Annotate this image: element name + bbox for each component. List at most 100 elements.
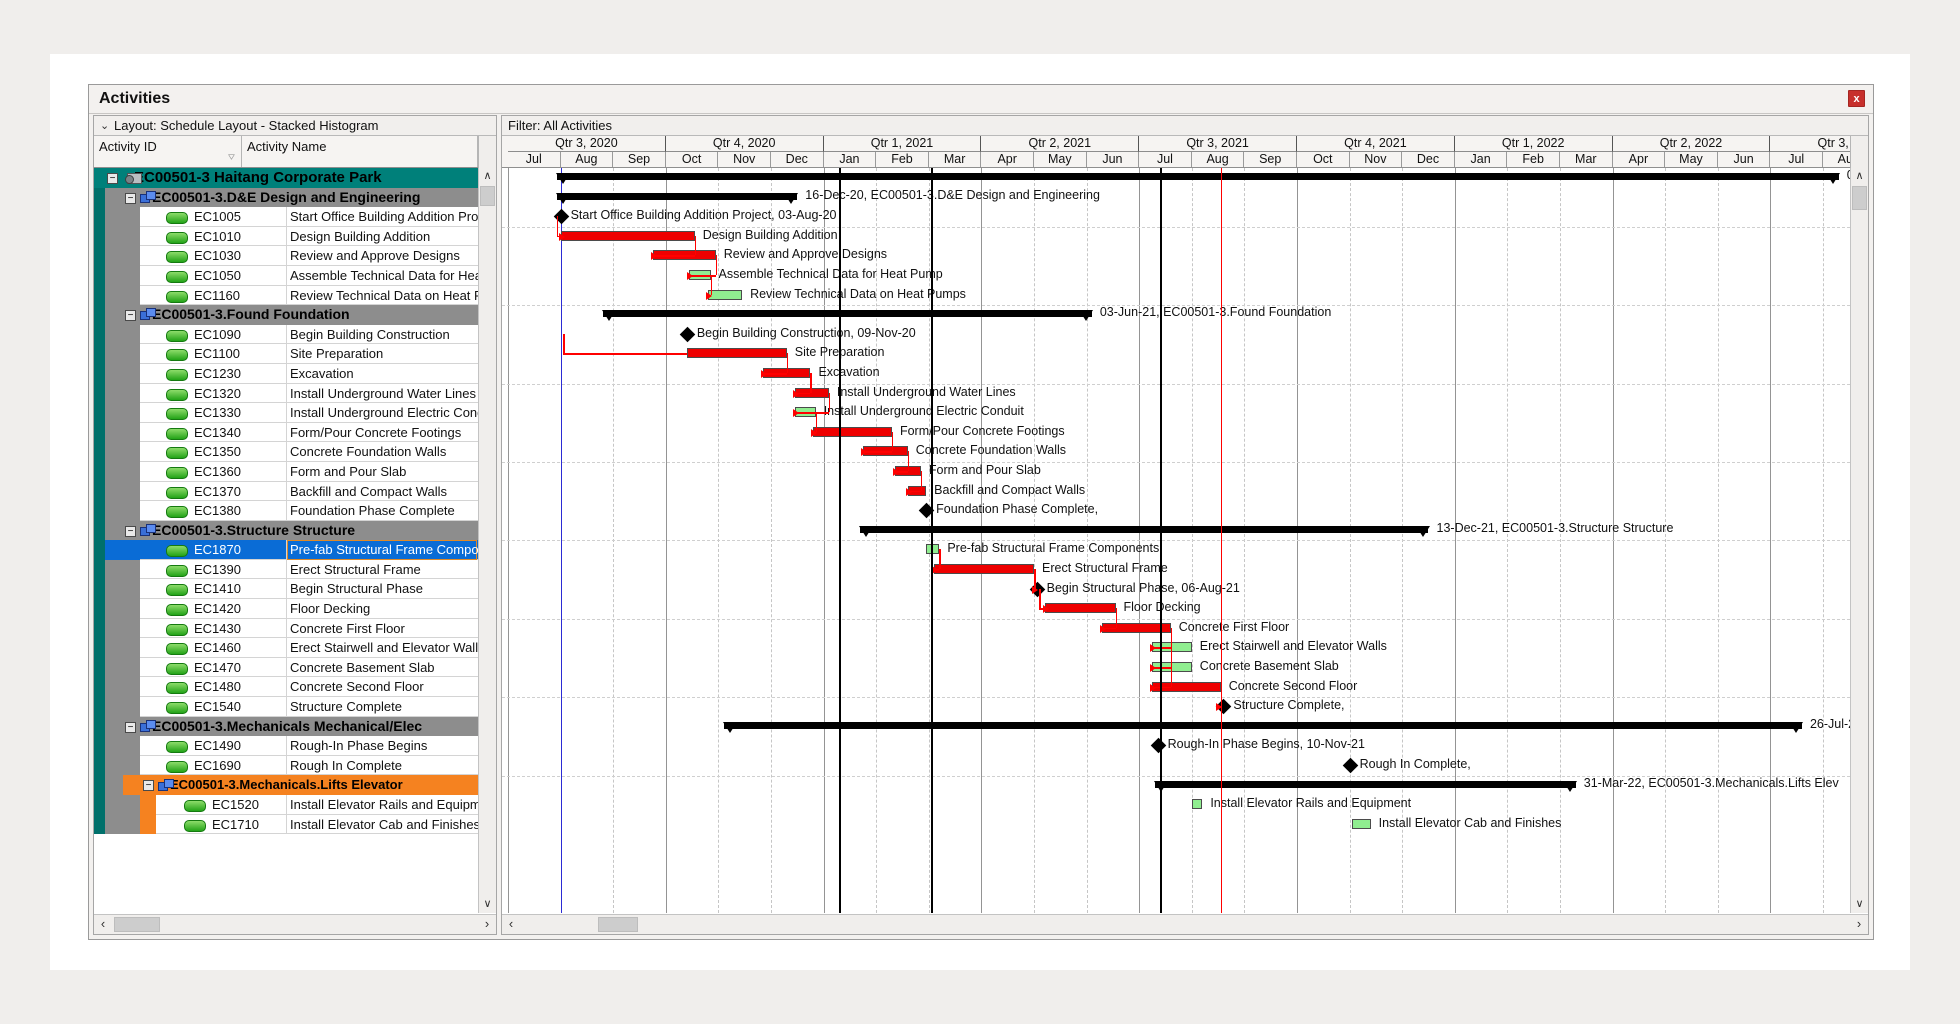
wbs-group-row-label: EC00501-3.Structure Structure — [152, 521, 356, 538]
close-icon[interactable]: x — [1848, 90, 1865, 107]
bar-form-pour-concrete-footings[interactable] — [813, 426, 892, 437]
wbs-group-row[interactable]: − EC00501-3.Mechanicals Mechanical/Elec — [94, 716, 478, 737]
wbs-summary-bar-structure[interactable] — [860, 525, 1429, 533]
table-row[interactable]: EC1420 Floor Decking — [94, 599, 478, 619]
bar-install-elevator-cab[interactable] — [1352, 818, 1371, 829]
project-summary-bar[interactable] — [556, 173, 1839, 180]
table-row[interactable]: EC1350 Concrete Foundation Walls — [94, 442, 478, 462]
gantt-row-gridline — [502, 462, 1850, 464]
wbs-summary-bar-lifts[interactable] — [1154, 780, 1576, 788]
bar-review-technical-data[interactable] — [707, 289, 743, 300]
table-row[interactable]: EC1390 Erect Structural Frame — [94, 559, 478, 580]
wbs-group-row-label: EC00501-3.D&E Design and Engineering — [152, 188, 421, 205]
gantt-vscroll-thumb[interactable] — [1852, 186, 1867, 210]
activity-id-cell: EC1870 — [194, 542, 241, 558]
table-row[interactable]: EC1340 Form/Pour Concrete Footings — [94, 422, 478, 443]
collapse-wbs-icon[interactable]: − — [125, 721, 136, 733]
chevron-down-icon[interactable]: ⌄ — [100, 120, 110, 132]
table-row[interactable]: EC1330 Install Underground Electric Condu… — [94, 403, 478, 423]
gantt-bar-label: Concrete First Floor — [1178, 619, 1290, 634]
table-row[interactable]: EC1050 Assemble Technical Data for Heat P… — [94, 265, 478, 286]
timescale-month: Dec — [771, 152, 824, 167]
table-row[interactable]: EC1010 Design Building Addition — [94, 226, 478, 247]
layout-bar[interactable]: ⌄ Layout: Schedule Layout - Stacked Hist… — [94, 116, 496, 136]
table-row[interactable]: EC1430 Concrete First Floor — [94, 618, 478, 639]
gantt-scroll-up-icon[interactable]: ∧ — [1855, 170, 1864, 182]
wbs-group-row[interactable]: − EC00501-3.Structure Structure — [94, 520, 478, 541]
activity-status-icon — [166, 251, 188, 264]
gantt-chart[interactable]: 03-Aug- 16-Dec-20, EC00501-3.D&E Design a… — [502, 168, 1850, 913]
column-header-activity-name[interactable]: Activity Name — [242, 136, 478, 167]
bar-design-building-addition[interactable] — [560, 230, 695, 241]
table-row[interactable]: EC1710 Install Elevator Cab and Finishes — [94, 814, 478, 835]
table-vscroll-thumb[interactable] — [480, 186, 495, 206]
gantt-scroll-right-icon[interactable]: › — [1856, 916, 1862, 931]
table-row[interactable]: EC1370 Backfill and Compact Walls — [94, 481, 478, 502]
collapse-project-icon[interactable]: − — [107, 173, 118, 184]
table-row[interactable]: EC1870 Pre-fab Structural Frame Component… — [94, 540, 478, 560]
table-row[interactable]: EC1540 Structure Complete — [94, 697, 478, 717]
wbs-summary-bar-de[interactable] — [556, 192, 798, 200]
relationship-line — [1102, 627, 1116, 630]
table-horizontal-scrollbar[interactable]: ‹ › — [94, 914, 496, 934]
scroll-right-icon[interactable]: › — [484, 916, 490, 931]
table-row[interactable]: EC1480 Concrete Second Floor — [94, 677, 478, 698]
gantt-milestone[interactable] — [1150, 738, 1166, 754]
column-header-activity-id[interactable]: Activity ID ▿ — [94, 136, 242, 167]
activity-name-cell: Assemble Technical Data for Heat Pump — [290, 267, 478, 283]
scroll-left-icon[interactable]: ‹ — [100, 916, 106, 931]
table-row[interactable]: EC1520 Install Elevator Rails and Equipme… — [94, 795, 478, 815]
collapse-wbs-icon[interactable]: − — [125, 525, 136, 537]
gantt-vertical-scrollbar[interactable]: ∧ ∨ — [1850, 168, 1868, 913]
activity-id-cell: EC1490 — [194, 738, 241, 754]
relationship-line — [786, 353, 789, 373]
wbs-group-row[interactable]: − EC00501-3.Found Foundation — [94, 305, 478, 325]
table-row[interactable]: EC1100 Site Preparation — [94, 344, 478, 364]
bar-erect-structural-frame[interactable] — [934, 564, 1034, 574]
filter-bar[interactable]: Filter: All Activities — [502, 116, 1868, 136]
bar-install-elevator-rails[interactable] — [1191, 799, 1203, 810]
table-row[interactable]: EC1460 Erect Stairwell and Elevator Walls — [94, 638, 478, 658]
activity-id-cell: EC1010 — [194, 228, 241, 244]
gantt-milestone[interactable] — [1342, 757, 1358, 774]
activity-rows[interactable]: − EC00501-3 Haitang Corporate Park − EC0050… — [94, 168, 478, 913]
table-row[interactable]: EC1690 Rough In Complete — [94, 755, 478, 776]
relationship-line — [694, 235, 697, 256]
table-row[interactable]: EC1030 Review and Approve Designs — [94, 246, 478, 266]
collapse-wbs-icon[interactable]: − — [125, 310, 136, 322]
table-row[interactable]: EC1005 Start Office Building Addition Pro… — [94, 207, 478, 227]
table-row[interactable]: EC1090 Begin Building Construction — [94, 324, 478, 345]
wbs-summary-bar-found[interactable] — [602, 310, 1092, 318]
scroll-down-icon[interactable]: ∨ — [483, 898, 492, 910]
table-row[interactable]: EC1360 Form and Pour Slab — [94, 461, 478, 482]
gantt-horizontal-scrollbar[interactable]: ‹ › — [502, 914, 1868, 934]
table-vertical-scrollbar[interactable]: ∧ ∨ — [478, 168, 496, 913]
collapse-wbs-icon[interactable]: − — [125, 192, 136, 204]
table-row[interactable]: EC1320 Install Underground Water Lines — [94, 383, 478, 404]
table-row[interactable]: EC1230 Excavation — [94, 363, 478, 384]
wbs-group-row[interactable]: − EC00501-3.D&E Design and Engineering — [94, 187, 478, 208]
table-row[interactable]: EC1160 Review Technical Data on Heat Pump… — [94, 285, 478, 306]
summary-finish-cap-icon — [1788, 721, 1803, 733]
table-row[interactable]: EC1490 Rough-In Phase Begins — [94, 736, 478, 756]
table-row[interactable]: EC1470 Concrete Basement Slab — [94, 657, 478, 678]
gantt-scroll-left-icon[interactable]: ‹ — [508, 916, 514, 931]
gantt-scroll-down-icon[interactable]: ∨ — [1855, 898, 1864, 910]
table-row[interactable]: EC1380 Foundation Phase Complete — [94, 501, 478, 521]
collapse-wbs-sub-icon[interactable]: − — [143, 780, 154, 792]
scroll-up-icon[interactable]: ∧ — [483, 170, 492, 182]
relationship-line — [1115, 608, 1118, 628]
table-row[interactable]: EC1410 Begin Structural Phase — [94, 579, 478, 600]
table-hscroll-thumb[interactable] — [114, 917, 160, 932]
gantt-milestone[interactable] — [679, 326, 696, 343]
bar-floor-decking[interactable] — [1044, 603, 1116, 614]
gantt-hscroll-thumb[interactable] — [598, 917, 638, 932]
wbs-subgroup-row[interactable]: − EC00501-3.Mechanicals.Lifts Elevator — [94, 775, 478, 795]
relationship-line — [763, 373, 787, 375]
project-row[interactable]: − EC00501-3 Haitang Corporate Park — [94, 168, 478, 188]
activity-id-cell: EC1005 — [194, 209, 241, 225]
wbs-summary-bar-mech[interactable] — [723, 721, 1802, 729]
activity-name-cell: Rough-In Phase Begins — [290, 738, 428, 754]
bar-site-preparation[interactable] — [686, 348, 787, 359]
wbs-sub-icon — [158, 779, 174, 792]
